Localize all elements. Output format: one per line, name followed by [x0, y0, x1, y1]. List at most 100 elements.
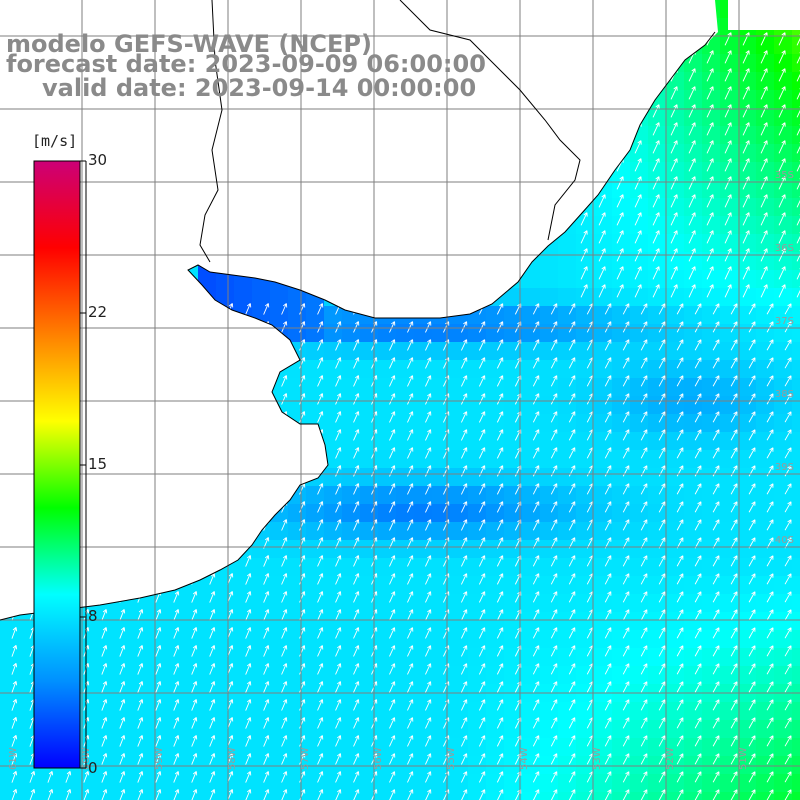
field-cell	[144, 702, 162, 720]
field-cell	[792, 180, 800, 198]
wind-arrow	[119, 735, 126, 747]
field-cell	[702, 342, 720, 360]
field-cell	[270, 594, 288, 612]
field-cell	[738, 504, 756, 522]
wind-arrow	[496, 609, 504, 621]
wind-arrow	[263, 609, 270, 621]
wind-arrow	[622, 645, 630, 657]
wind-arrow	[407, 717, 414, 729]
wind-arrow	[568, 411, 576, 423]
field-cell	[630, 540, 648, 558]
field-cell	[486, 504, 504, 522]
field-cell	[648, 108, 666, 126]
wind-arrow	[263, 303, 270, 315]
field-cell	[540, 432, 558, 450]
field-cell	[720, 504, 738, 522]
field-cell	[666, 198, 684, 216]
wind-arrow	[299, 627, 306, 639]
field-cell	[630, 144, 648, 162]
wind-arrow	[425, 375, 432, 387]
wind-arrow	[299, 735, 306, 747]
wind-arrow	[604, 339, 612, 351]
wind-arrow	[784, 339, 792, 351]
wind-arrow	[730, 627, 738, 639]
field-cell	[54, 774, 72, 792]
field-cell	[306, 396, 324, 414]
wind-arrow	[407, 429, 414, 441]
wind-arrow	[676, 591, 684, 603]
wind-arrow	[784, 537, 792, 549]
wind-arrow	[317, 753, 324, 765]
wind-arrow	[335, 645, 342, 657]
field-cell	[396, 774, 414, 792]
wind-arrow	[478, 735, 486, 747]
field-cell	[252, 630, 270, 648]
longitude-label: 58W	[227, 747, 238, 770]
field-cell	[792, 396, 800, 414]
field-cell	[756, 90, 774, 108]
field-cell	[306, 378, 324, 396]
field-cell	[756, 756, 774, 774]
field-cell	[630, 414, 648, 432]
field-cell	[774, 774, 792, 792]
wind-arrow	[299, 303, 306, 315]
wind-arrow	[658, 573, 666, 585]
field-cell	[774, 234, 792, 252]
field-cell	[702, 432, 720, 450]
wind-arrow	[766, 519, 774, 531]
field-cell	[720, 180, 738, 198]
field-cell	[630, 630, 648, 648]
wind-arrow	[676, 627, 684, 639]
wind-arrow	[407, 483, 414, 495]
field-cell	[648, 324, 666, 342]
field-cell	[306, 666, 324, 684]
field-cell	[576, 630, 594, 648]
wind-arrow	[191, 735, 198, 747]
wind-arrow	[478, 411, 486, 423]
wind-arrow	[694, 411, 702, 423]
field-cell	[702, 108, 720, 126]
field-cell	[792, 576, 800, 594]
wind-arrow	[694, 357, 702, 369]
field-cell	[612, 792, 630, 800]
wind-arrow	[335, 519, 342, 531]
field-cell	[126, 702, 144, 720]
field-cell	[648, 360, 666, 378]
field-cell	[558, 270, 576, 288]
wind-arrow	[209, 591, 216, 603]
field-cell	[666, 630, 684, 648]
wind-arrow	[478, 663, 486, 675]
field-cell	[504, 720, 522, 738]
wind-arrow	[676, 375, 684, 387]
field-cell	[540, 720, 558, 738]
field-cell	[756, 558, 774, 576]
field-cell	[324, 306, 342, 324]
field-cell	[594, 792, 612, 800]
wind-arrow	[658, 519, 666, 531]
field-cell	[774, 666, 792, 684]
wind-arrow	[335, 699, 342, 711]
wind-arrow	[712, 303, 720, 315]
field-cell	[792, 306, 800, 324]
wind-arrow	[137, 609, 144, 621]
wind-arrow	[407, 501, 414, 513]
field-cell	[216, 288, 234, 306]
wind-arrow	[299, 591, 306, 603]
wind-arrow	[694, 339, 702, 351]
field-cell	[594, 324, 612, 342]
field-cell	[684, 198, 702, 216]
field-cell	[612, 738, 630, 756]
field-cell	[666, 612, 684, 630]
wind-arrow	[191, 627, 198, 639]
field-cell	[144, 612, 162, 630]
field-cell	[450, 342, 468, 360]
wind-arrow	[11, 717, 18, 729]
field-cell	[126, 792, 144, 800]
wind-arrow	[694, 321, 702, 333]
wind-arrow	[317, 699, 324, 711]
wind-arrow	[155, 609, 162, 621]
field-cell	[792, 90, 800, 108]
wind-arrow	[748, 591, 756, 603]
wind-arrow	[335, 501, 342, 513]
wind-arrow	[604, 357, 612, 369]
